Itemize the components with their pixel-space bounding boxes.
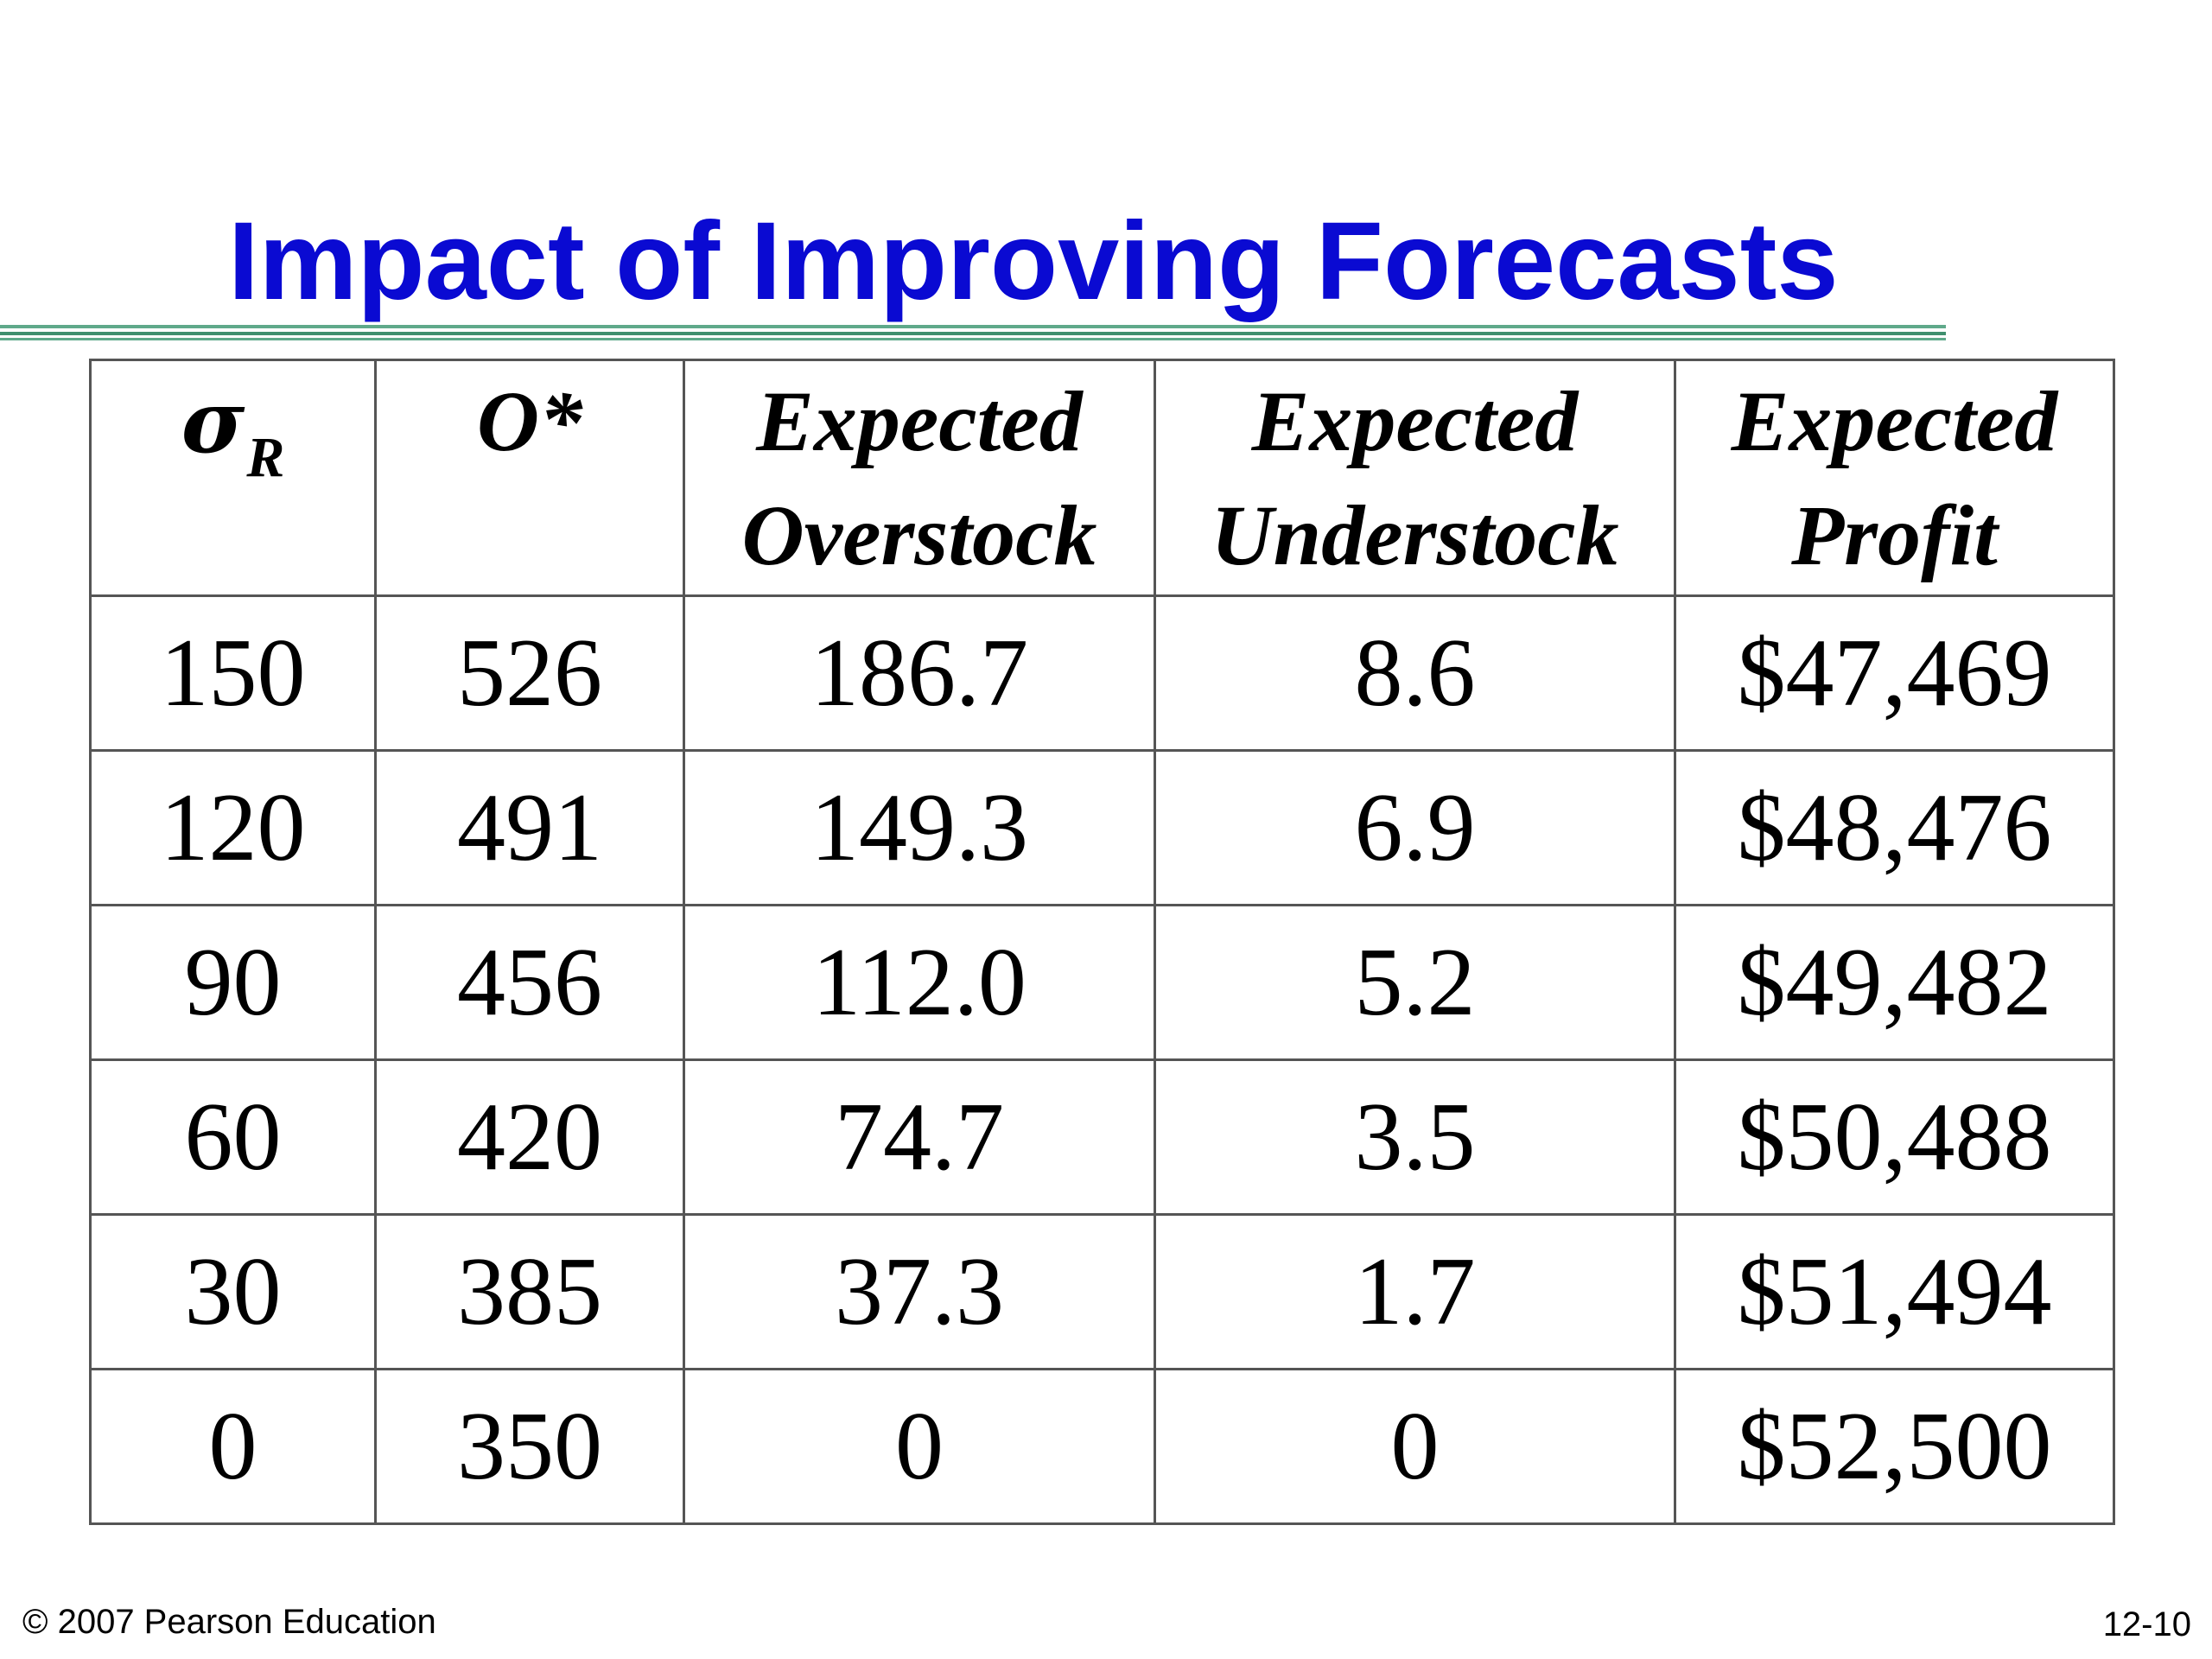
cell-expected-profit: $50,488 [1674,1058,2115,1216]
cell-order-quantity: 491 [374,749,685,906]
cell-expected-overstock: 37.3 [683,1213,1156,1370]
cell-sigma-r: 30 [89,1213,377,1370]
header-label-line2: Profit [1791,487,1998,583]
cell-expected-overstock: 0 [683,1368,1156,1525]
cell-expected-overstock: 149.3 [683,749,1156,906]
header-label-line2: Understock [1211,487,1619,583]
cell-sigma-r: 150 [89,594,377,752]
header-label-line1: Expected [1251,373,1579,469]
slide-number: 12-10 [2102,1605,2191,1643]
table-row: 90 456 112.0 5.2 $49,482 [89,904,2115,1061]
cell-expected-understock: 5.2 [1154,904,1676,1061]
header-label-line1: Expected [756,373,1083,469]
cell-sigma-r: 0 [89,1368,377,1525]
cell-expected-understock: 3.5 [1154,1058,1676,1216]
cell-expected-overstock: 74.7 [683,1058,1156,1216]
cell-sigma-r: 90 [89,904,377,1061]
cell-sigma-r: 120 [89,749,377,906]
cell-expected-understock: 6.9 [1154,749,1676,906]
header-label-line2: Overstock [741,487,1097,583]
cell-expected-understock: 0 [1154,1368,1676,1525]
header-label: O* [476,373,583,469]
header-expected-understock: Expected Understock [1154,359,1676,597]
cell-order-quantity: 526 [374,594,685,752]
cell-expected-profit: $52,500 [1674,1368,2115,1525]
cell-expected-profit: $48,476 [1674,749,2115,906]
slide-title: Impact of Improving Forecasts [228,200,1839,323]
table-row: 60 420 74.7 3.5 $50,488 [89,1058,2115,1216]
title-divider [0,325,1946,342]
header-order-quantity: O* [374,359,685,597]
cell-expected-overstock: 186.7 [683,594,1156,752]
table-row: 120 491 149.3 6.9 $48,476 [89,749,2115,906]
divider-line [0,338,1946,340]
forecast-impact-table: σR O* Expected Overstock Expected Unders… [89,359,2115,1525]
divider-line [0,332,1946,335]
cell-expected-profit: $51,494 [1674,1213,2115,1370]
cell-expected-profit: $49,482 [1674,904,2115,1061]
table-header-row: σR O* Expected Overstock Expected Unders… [89,359,2115,597]
cell-order-quantity: 350 [374,1368,685,1525]
cell-expected-understock: 1.7 [1154,1213,1676,1370]
divider-line [0,325,1946,328]
header-sigma-r: σR [89,359,377,597]
header-expected-overstock: Expected Overstock [683,359,1156,597]
header-expected-profit: Expected Profit [1674,359,2115,597]
cell-order-quantity: 456 [374,904,685,1061]
table-row: 0 350 0 0 $52,500 [89,1368,2115,1525]
cell-order-quantity: 420 [374,1058,685,1216]
cell-sigma-r: 60 [89,1058,377,1216]
cell-expected-profit: $47,469 [1674,594,2115,752]
copyright-footer: © 2007 Pearson Education [22,1603,436,1641]
header-label-line1: Expected [1731,373,2058,469]
sigma-subscript: R [246,426,285,489]
cell-expected-understock: 8.6 [1154,594,1676,752]
table-row: 150 526 186.7 8.6 $47,469 [89,594,2115,752]
table-row: 30 385 37.3 1.7 $51,494 [89,1213,2115,1370]
sigma-symbol: σ [181,371,245,473]
cell-order-quantity: 385 [374,1213,685,1370]
cell-expected-overstock: 112.0 [683,904,1156,1061]
